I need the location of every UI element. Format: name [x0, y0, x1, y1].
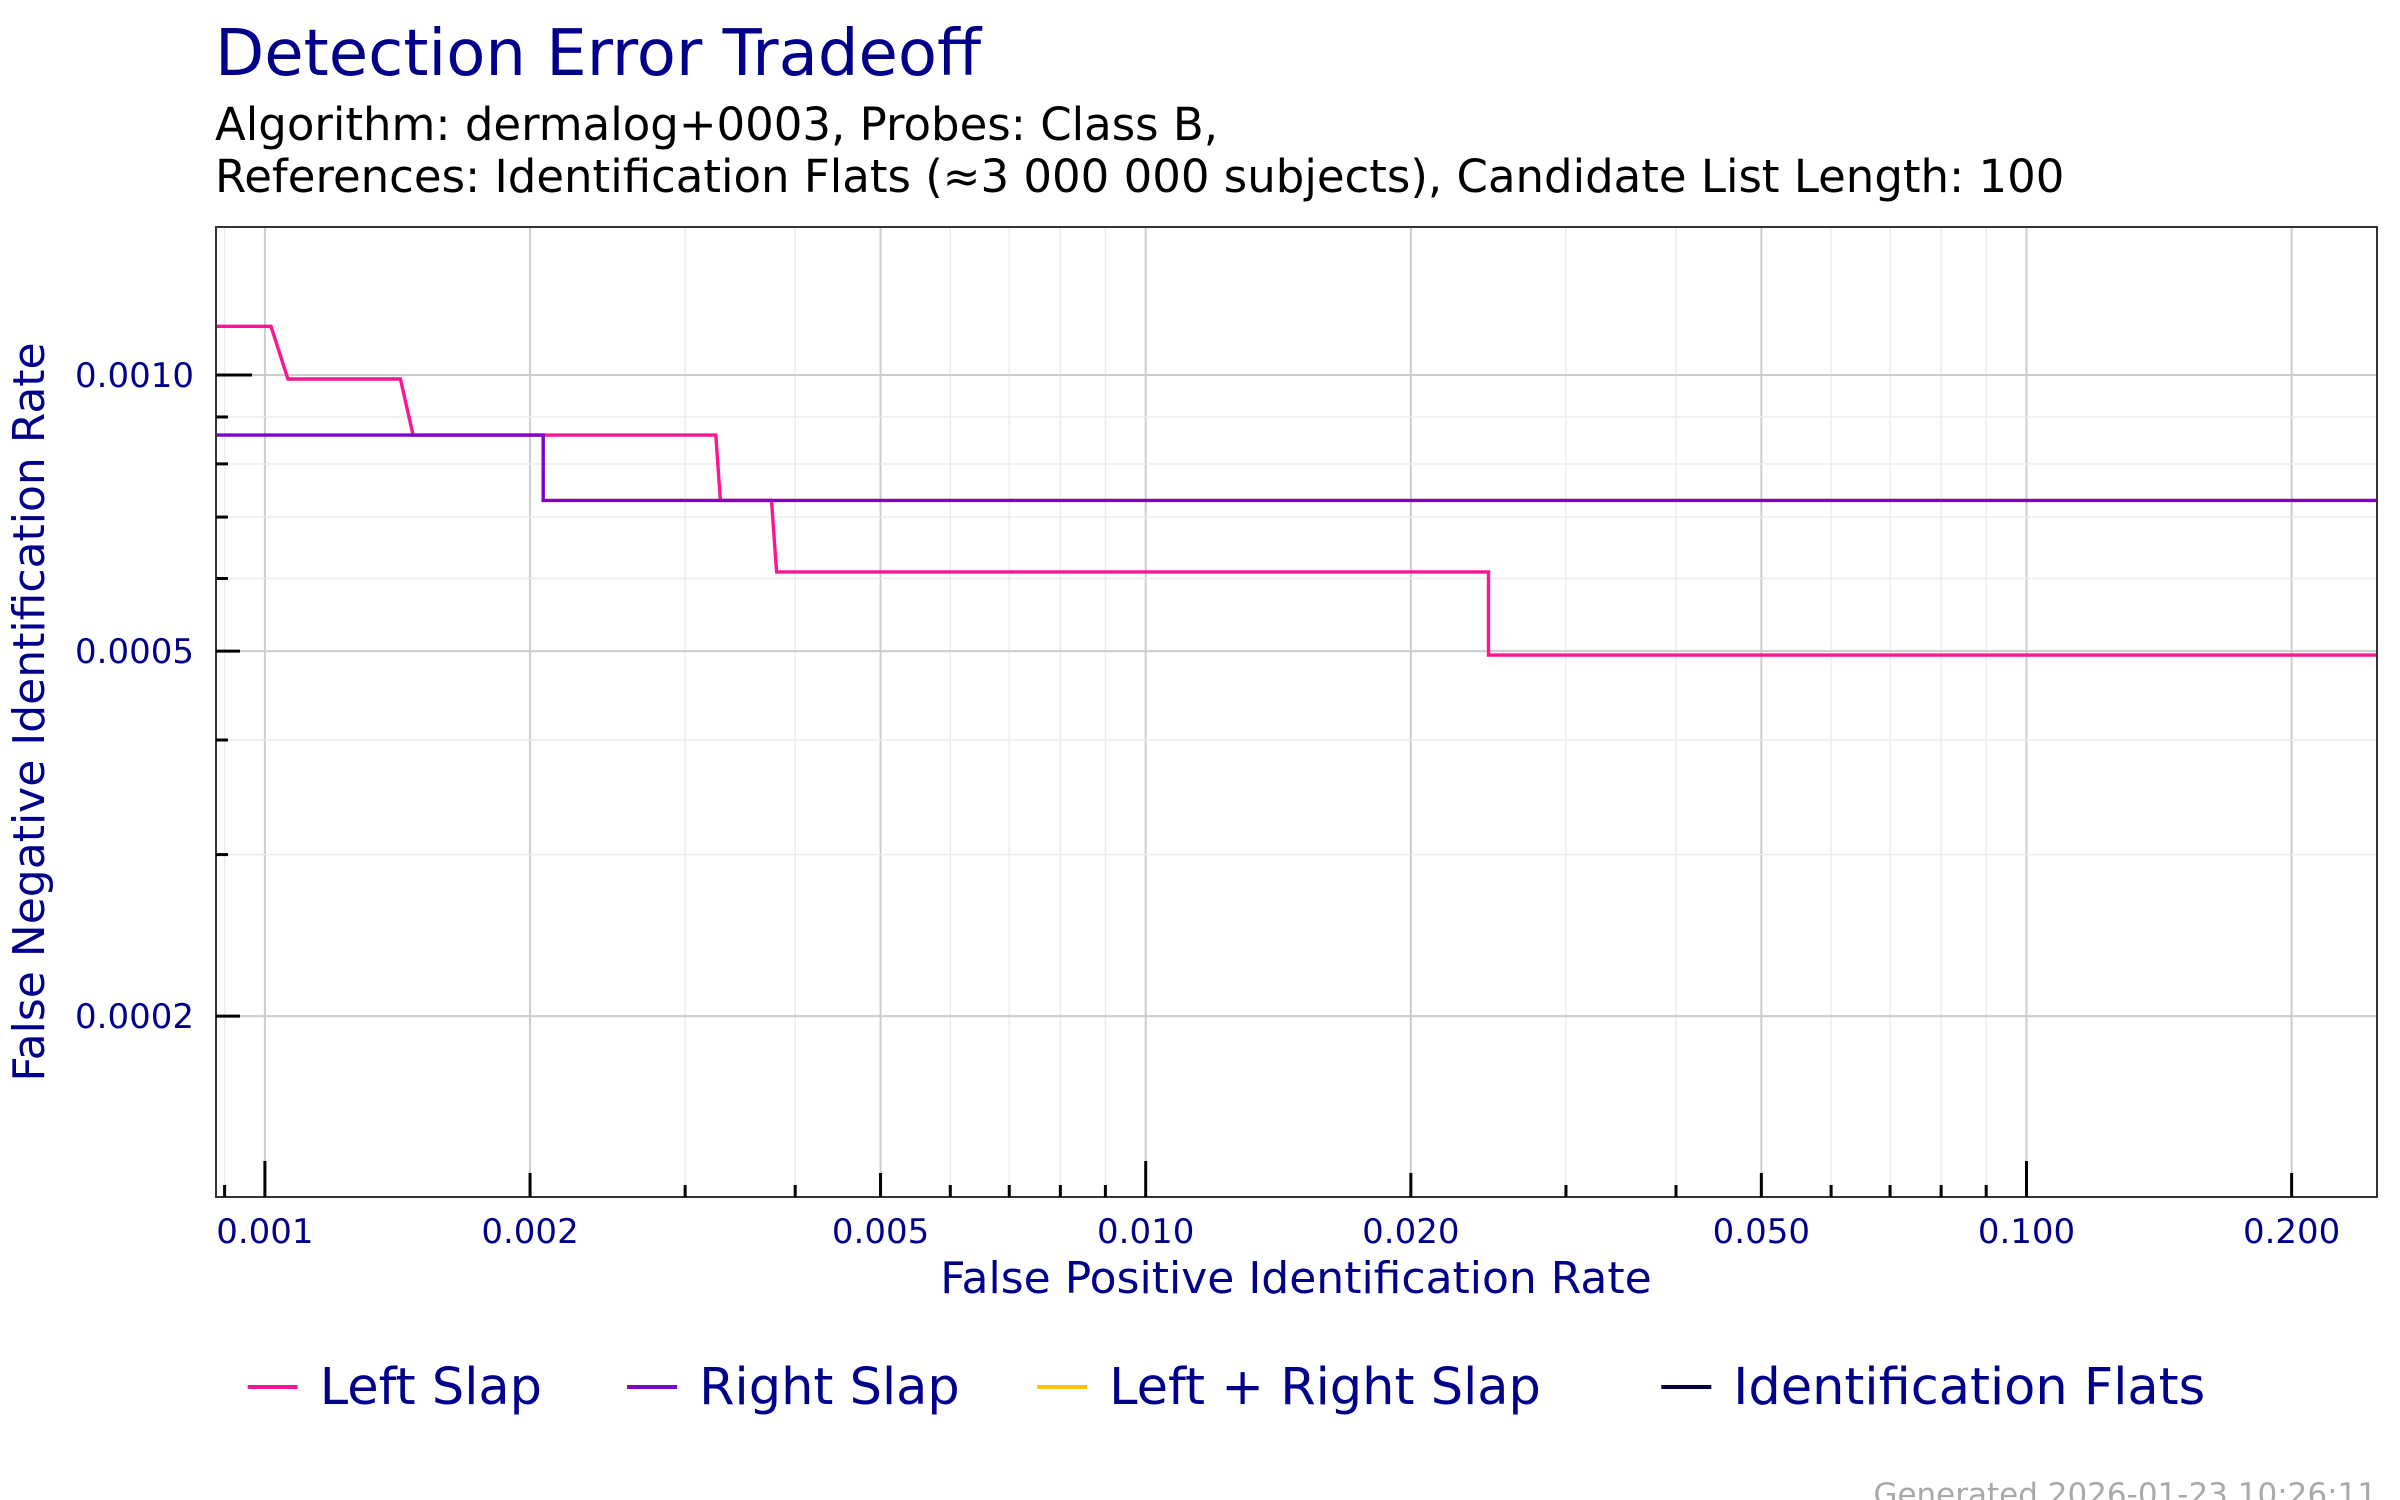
x-tick-label: 0.005: [832, 1212, 929, 1252]
generated-timestamp: Generated 2026-01-23 10:26:11: [1873, 1477, 2377, 1500]
series-line-left-slap: [216, 324, 2377, 657]
legend-label-identification-flats: Identification Flats: [1733, 1358, 2205, 1417]
legend-label-left-slap: Left Slap: [320, 1358, 542, 1417]
x-tick-label: 0.200: [2243, 1212, 2340, 1252]
grid: [216, 227, 2377, 1197]
series-lines: [216, 324, 2377, 657]
legend-label-left-right-slap: Left + Right Slap: [1109, 1358, 1541, 1417]
x-axis: 0.001 0.002 0.005 0.010 0.020 0.050 0.100 0.200: [216, 1161, 2340, 1252]
plot-frame: [215, 226, 2378, 1198]
series-line-right-slap: [216, 433, 2377, 503]
x-tick-label: 0.002: [481, 1212, 578, 1252]
y-tick-label: 0.0005: [75, 632, 194, 672]
chart-subtitle-line-2: References: Identification Flats (≈3 000…: [215, 150, 2064, 203]
x-tick-label: 0.050: [1713, 1212, 1810, 1252]
x-tick-label: 0.020: [1362, 1212, 1459, 1252]
chart-title: Detection Error Tradeoff: [215, 17, 983, 91]
y-axis-label: False Negative Identification Rate: [4, 342, 55, 1081]
x-tick-label: 0.001: [216, 1212, 313, 1252]
x-tick-label: 0.100: [1978, 1212, 2075, 1252]
y-tick-label: 0.0010: [75, 356, 194, 396]
y-tick-label: 0.0002: [75, 997, 194, 1037]
x-axis-label: False Positive Identification Rate: [940, 1253, 1651, 1304]
legend: Left Slap Right Slap Left + Right Slap Iden…: [247, 1358, 2205, 1417]
legend-label-right-slap: Right Slap: [699, 1358, 960, 1417]
y-axis: 0.0002 0.0005 0.0010: [75, 356, 252, 1037]
x-tick-label: 0.010: [1097, 1212, 1194, 1252]
chart-subtitle-line-1: Algorithm: dermalog+0003, Probes: Class …: [215, 98, 1218, 151]
